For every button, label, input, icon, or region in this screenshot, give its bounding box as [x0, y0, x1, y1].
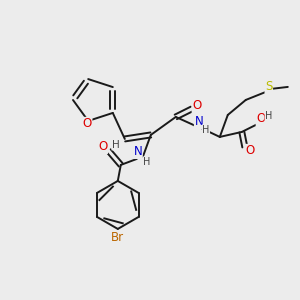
Text: H: H	[143, 157, 151, 167]
Text: N: N	[194, 116, 203, 128]
Text: H: H	[112, 140, 120, 150]
Text: O: O	[98, 140, 107, 153]
Text: S: S	[265, 80, 272, 93]
Text: O: O	[192, 99, 201, 112]
Text: O: O	[245, 144, 254, 158]
Text: O: O	[256, 112, 266, 125]
Text: H: H	[265, 111, 272, 121]
Text: H: H	[202, 125, 209, 135]
Text: Br: Br	[111, 231, 124, 244]
Text: O: O	[82, 117, 92, 130]
Text: N: N	[134, 146, 142, 158]
